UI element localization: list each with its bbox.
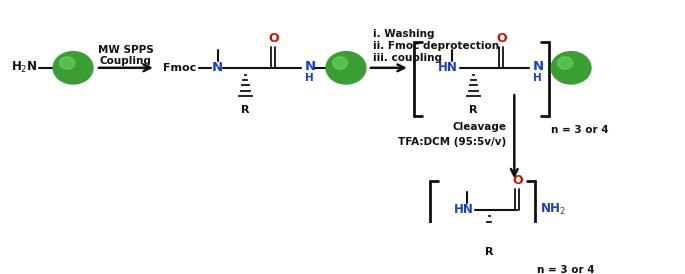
Text: MW SPPS: MW SPPS <box>98 45 153 55</box>
Text: HN: HN <box>438 61 458 74</box>
Text: n = 3 or 4: n = 3 or 4 <box>551 124 609 135</box>
Text: O: O <box>268 32 279 45</box>
Text: iii. coupling: iii. coupling <box>373 53 442 63</box>
Text: R: R <box>485 247 494 257</box>
Circle shape <box>332 57 347 69</box>
Text: i. Washing: i. Washing <box>373 29 434 39</box>
Text: N: N <box>212 61 223 74</box>
Text: Coupling: Coupling <box>100 56 152 66</box>
Text: O: O <box>496 32 507 45</box>
Text: H$_2$N: H$_2$N <box>12 60 38 75</box>
Text: Cleavage
TFA:DCM (95:5v/v): Cleavage TFA:DCM (95:5v/v) <box>398 122 506 147</box>
Circle shape <box>53 52 93 84</box>
Circle shape <box>326 52 366 84</box>
Text: H: H <box>533 73 542 83</box>
Text: H: H <box>305 73 314 83</box>
Circle shape <box>60 57 75 69</box>
Text: R: R <box>241 105 249 115</box>
Text: n = 3 or 4: n = 3 or 4 <box>537 265 595 274</box>
Text: HN: HN <box>453 203 473 216</box>
Circle shape <box>551 52 591 84</box>
Text: NH$_2$: NH$_2$ <box>540 202 566 217</box>
Text: O: O <box>512 174 523 187</box>
Circle shape <box>558 57 573 69</box>
Text: N: N <box>533 60 545 73</box>
Text: R: R <box>469 105 477 115</box>
Text: N: N <box>305 60 316 73</box>
Text: Fmoc: Fmoc <box>163 63 196 73</box>
Text: ii. Fmoc deprotection: ii. Fmoc deprotection <box>373 41 499 51</box>
